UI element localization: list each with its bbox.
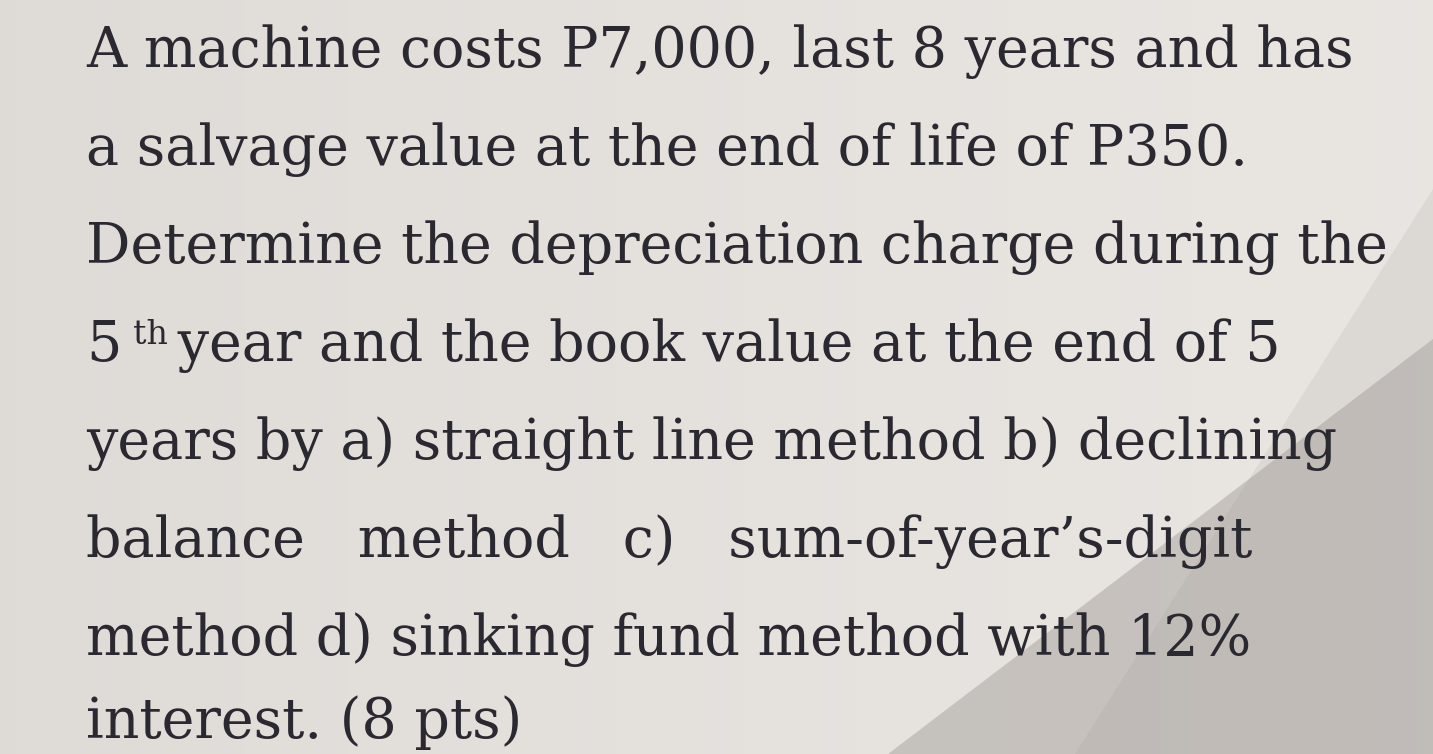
Text: 5: 5 <box>86 318 122 373</box>
Text: Determine the depreciation charge during the: Determine the depreciation charge during… <box>86 220 1387 275</box>
Text: balance   method   c)   sum-of-year’s-digit: balance method c) sum-of-year’s-digit <box>86 514 1252 569</box>
Polygon shape <box>1075 188 1433 754</box>
Text: year and the book value at the end of 5: year and the book value at the end of 5 <box>160 318 1281 373</box>
Polygon shape <box>888 339 1433 754</box>
Text: years by a) straight line method b) declining: years by a) straight line method b) decl… <box>86 416 1337 471</box>
Text: th: th <box>133 319 168 351</box>
Text: a salvage value at the end of life of P350.: a salvage value at the end of life of P3… <box>86 122 1248 177</box>
Text: interest. (8 pts): interest. (8 pts) <box>86 695 522 750</box>
Text: method d) sinking fund method with 12%: method d) sinking fund method with 12% <box>86 612 1251 667</box>
Text: A machine costs P7,000, last 8 years and has: A machine costs P7,000, last 8 years and… <box>86 24 1354 79</box>
